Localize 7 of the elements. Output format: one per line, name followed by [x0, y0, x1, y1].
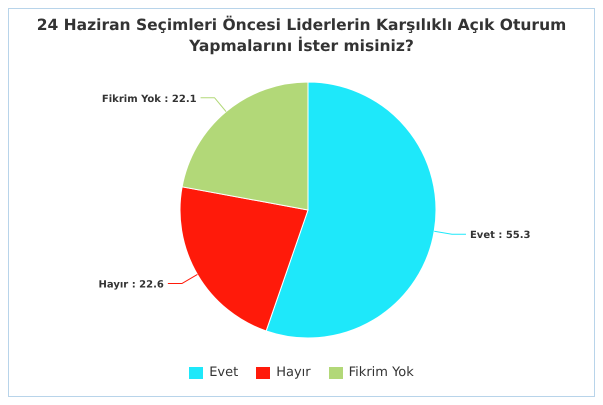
legend-label: Hayır — [276, 365, 311, 380]
legend-label: Evet — [209, 365, 238, 380]
data-label: Fikrim Yok : 22.1 — [102, 94, 197, 105]
legend-label: Fikrim Yok — [348, 365, 414, 380]
data-label: Hayır : 22.6 — [98, 280, 164, 291]
chart-title: 24 Haziran Seçimleri Öncesi Liderlerin Karşılıklı Açık Oturum Yapmalarını İster misiniz? — [36, 15, 568, 57]
data-label: Evet : 55.3 — [470, 230, 531, 242]
